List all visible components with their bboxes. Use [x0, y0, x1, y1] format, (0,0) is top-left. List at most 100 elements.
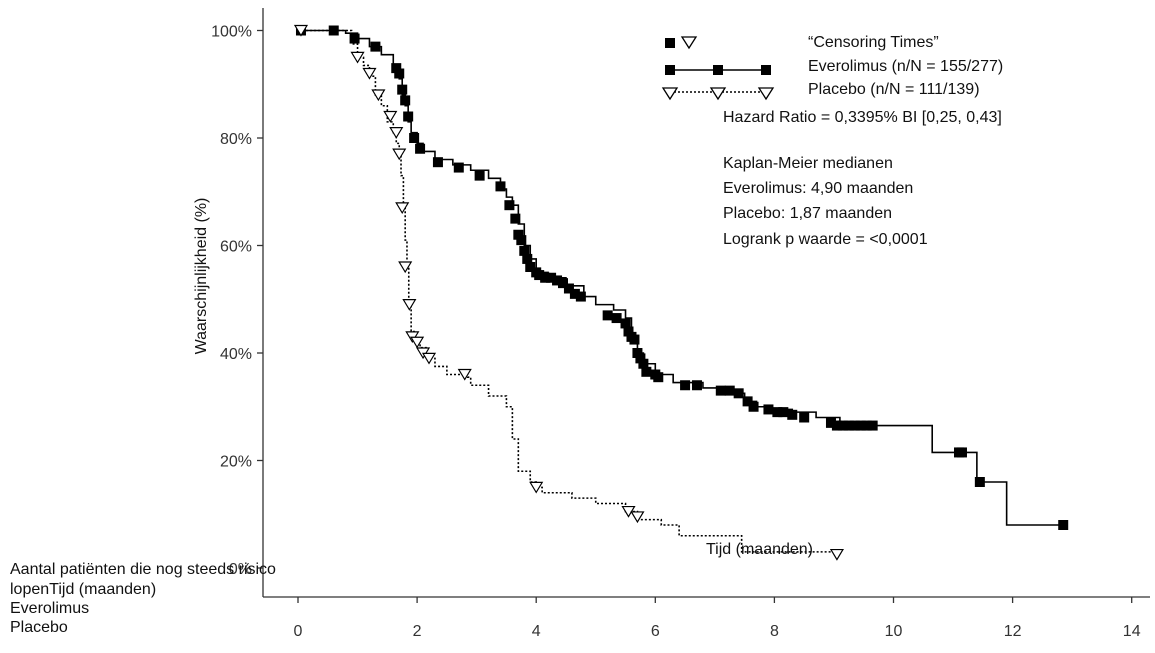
- everolimus-censor-marker: [691, 380, 702, 391]
- everolimus-censor-marker: [635, 353, 646, 364]
- x-tick-label: 6: [651, 623, 660, 640]
- everolimus-censor-marker: [453, 162, 464, 173]
- everolimus-survival-line: [298, 29, 1064, 526]
- everolimus-censor-marker: [400, 95, 411, 106]
- logrank-p-value: Logrank p waarde = <0,0001: [723, 231, 928, 248]
- everolimus-censor-marker: [525, 262, 536, 272]
- series-markers: [293, 24, 1069, 561]
- hazard-ratio-text: Hazard Ratio = 0,3395% BI [0,25, 0,43]: [723, 109, 1002, 126]
- everolimus-censor-marker: [763, 404, 774, 415]
- placebo-censor-marker: [362, 67, 377, 80]
- everolimus-censor-marker: [778, 407, 789, 418]
- everolimus-censor-marker: [849, 420, 860, 431]
- km-median-placebo: Placebo: 1,87 maanden: [723, 205, 892, 222]
- everolimus-censor-marker: [831, 420, 842, 431]
- everolimus-censor-marker: [510, 213, 521, 224]
- everolimus-censor-marker: [641, 366, 652, 377]
- placebo-censor-marker: [392, 148, 407, 161]
- everolimus-censor-marker: [620, 318, 631, 329]
- everolimus-censor-marker: [397, 84, 408, 95]
- everolimus-censor-marker: [855, 420, 866, 431]
- placebo-censor-marker: [421, 352, 437, 365]
- everolimus-censor-marker: [1058, 520, 1069, 530]
- placebo-censor-marker: [457, 368, 472, 381]
- risk-row-placebo-label: Placebo: [10, 619, 68, 636]
- placebo-censor-marker: [398, 261, 413, 274]
- everolimus-censor-marker: [403, 111, 414, 122]
- x-tick-label: 14: [1123, 623, 1141, 640]
- everolimus-censor-marker: [748, 401, 759, 412]
- y-ticks: 0% 20% 40% 60% 80% 100%: [211, 24, 263, 578]
- everolimus-censor-marker: [328, 25, 339, 36]
- everolimus-censor-marker: [349, 33, 360, 44]
- placebo-censor-marker: [829, 548, 844, 561]
- everolimus-censor-marker: [602, 310, 613, 321]
- x-ticks: 0 2 4 6 8 10 12 14: [294, 597, 1141, 640]
- km-median-everolimus: Everolimus: 4,90 maanden: [723, 180, 913, 197]
- everolimus-censor-marker: [623, 326, 634, 337]
- placebo-censor-marker: [293, 24, 309, 37]
- everolimus-censor-marker: [495, 181, 506, 192]
- legend: “Censoring Times” Everolimus (n/N = 155/…: [661, 34, 1003, 101]
- everolimus-censor-marker: [569, 288, 580, 299]
- placebo-censor-marker: [350, 51, 365, 64]
- y-tick-label: 0%: [229, 561, 252, 578]
- everolimus-censor-marker: [825, 417, 836, 428]
- everolimus-censor-marker: [733, 388, 744, 399]
- everolimus-censor-marker: [653, 372, 664, 383]
- everolimus-censor-marker: [391, 63, 402, 74]
- everolimus-censor-marker: [513, 229, 524, 240]
- everolimus-censor-marker: [629, 334, 640, 345]
- everolimus-censor-marker: [680, 380, 691, 391]
- km-median-heading: Kaplan-Meier medianen: [723, 155, 893, 172]
- risk-row-everolimus-label: Everolimus: [10, 600, 90, 617]
- risk-table-header: Aantal patiënten die nog steeds risico: [10, 561, 276, 578]
- everolimus-censor-marker: [956, 447, 967, 458]
- legend-everolimus-marker-icon: [713, 65, 723, 75]
- x-tick-label: 4: [532, 623, 541, 640]
- everolimus-censor-marker: [522, 253, 533, 264]
- placebo-censor-marker: [630, 511, 645, 524]
- everolimus-censor-marker: [534, 270, 545, 281]
- everolimus-censor-marker: [516, 235, 527, 246]
- everolimus-censor-marker: [974, 477, 985, 487]
- legend-censor-triangle-icon: [680, 36, 698, 50]
- everolimus-censor-marker: [409, 133, 420, 143]
- y-tick-label: 60%: [220, 239, 252, 256]
- legend-placebo-marker-icon: [661, 87, 679, 101]
- everolimus-censor-marker: [519, 245, 530, 256]
- y-tick-label: 40%: [220, 346, 252, 363]
- everolimus-censor-marker: [638, 358, 649, 369]
- everolimus-censor-marker: [540, 272, 551, 283]
- x-axis-label: Tijd (maanden): [706, 541, 813, 558]
- y-tick-label: 100%: [211, 24, 252, 41]
- everolimus-censor-marker: [837, 420, 848, 431]
- everolimus-censor-marker: [575, 291, 586, 302]
- x-tick-label: 8: [770, 623, 779, 640]
- everolimus-censor-marker: [787, 409, 798, 420]
- legend-placebo-marker-icon: [709, 87, 727, 101]
- axes: [262, 8, 1150, 598]
- everolimus-censor-marker: [843, 420, 854, 431]
- everolimus-censor-marker: [715, 385, 726, 396]
- everolimus-censor-marker: [611, 313, 622, 324]
- legend-everolimus-marker-icon: [665, 65, 675, 75]
- everolimus-censor-marker: [861, 420, 872, 431]
- x-tick-label: 0: [294, 623, 303, 640]
- placebo-censor-marker: [371, 89, 386, 102]
- annotations: Hazard Ratio = 0,3395% BI [0,25, 0,43] K…: [723, 109, 1002, 248]
- everolimus-censor-marker: [632, 348, 643, 358]
- placebo-censor-marker: [529, 481, 544, 494]
- everolimus-censor-marker: [474, 170, 485, 181]
- everolimus-censor-marker: [394, 68, 405, 79]
- everolimus-censor-marker: [557, 278, 568, 289]
- x-tick-label: 2: [413, 623, 422, 640]
- placebo-censor-marker: [402, 299, 417, 311]
- risk-table-subheader: lopenTijd (maanden): [10, 581, 157, 598]
- everolimus-censor-marker: [552, 275, 563, 286]
- y-tick-label: 80%: [220, 131, 252, 148]
- everolimus-censor-marker: [799, 412, 810, 423]
- everolimus-censor-marker: [504, 200, 515, 211]
- x-tick-label: 12: [1004, 623, 1022, 640]
